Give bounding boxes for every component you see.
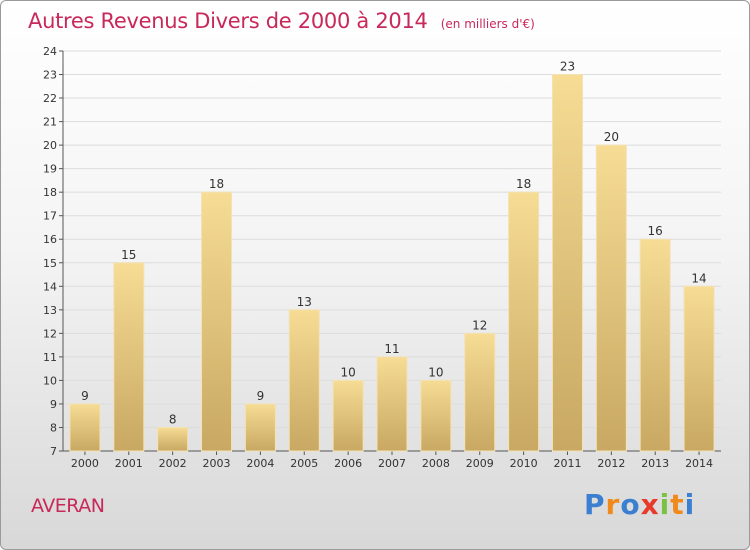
commune-name: AVERAN <box>31 495 105 517</box>
bar-value-label: 8 <box>169 412 177 426</box>
y-tick-label: 12 <box>43 327 57 340</box>
y-tick-label: 23 <box>43 69 57 82</box>
chart-unit: (en milliers d'€) <box>440 17 535 31</box>
bar-value-label: 12 <box>472 318 487 332</box>
bar-value-label: 14 <box>691 271 706 285</box>
y-tick-label: 14 <box>43 280 57 293</box>
logo-letter: P <box>584 488 606 521</box>
y-tick-label: 17 <box>43 210 57 223</box>
x-tick-label: 2007 <box>378 457 406 470</box>
bar-value-label: 23 <box>560 60 575 74</box>
chart-title: Autres Revenus Divers de 2000 à 2014 <box>28 9 428 33</box>
y-tick-label: 18 <box>43 186 57 199</box>
bar-value-label: 20 <box>604 130 619 144</box>
bar <box>113 262 145 452</box>
bars <box>69 74 715 452</box>
bar-value-label: 11 <box>384 342 399 356</box>
x-tick-label: 2012 <box>597 457 625 470</box>
bar-value-label: 18 <box>516 177 531 191</box>
bar <box>551 74 583 452</box>
bar-value-label: 13 <box>297 295 312 309</box>
bar <box>508 191 540 452</box>
chart-title-block: Autres Revenus Divers de 2000 à 2014 (en… <box>28 9 535 33</box>
bar <box>157 426 189 452</box>
bar-value-label: 9 <box>81 389 89 403</box>
bar-value-label: 10 <box>428 365 443 379</box>
y-tick-label: 13 <box>43 304 57 317</box>
bar-value-label: 15 <box>121 248 136 262</box>
y-tick-label: 16 <box>43 233 57 246</box>
bar-value-label: 9 <box>257 389 265 403</box>
y-tick-label: 8 <box>50 421 57 434</box>
x-tick-label: 2009 <box>466 457 494 470</box>
y-tick-label: 20 <box>43 139 57 152</box>
bar <box>69 403 101 452</box>
y-tick-label: 21 <box>43 116 57 129</box>
y-tick-label: 19 <box>43 163 57 176</box>
y-tick-label: 22 <box>43 92 57 105</box>
x-tick-label: 2008 <box>422 457 450 470</box>
y-tick-label: 11 <box>43 351 57 364</box>
labels: 7 8 9 10 11 12 13 14 15 16 17 18 19 20 21 22 23 24 9 2000 15… <box>43 45 713 470</box>
y-tick-label: 7 <box>50 445 57 458</box>
bar <box>332 379 364 452</box>
x-tick-label: 2004 <box>246 457 274 470</box>
y-tick-label: 9 <box>50 398 57 411</box>
logo-letter: t <box>670 488 685 521</box>
x-tick-label: 2011 <box>553 457 581 470</box>
y-tick-label: 24 <box>43 45 57 58</box>
x-tick-label: 2003 <box>203 457 231 470</box>
bar <box>201 191 233 452</box>
x-tick-label: 2005 <box>290 457 318 470</box>
bar <box>464 332 496 452</box>
x-tick-label: 2010 <box>510 457 538 470</box>
logo-letter: o <box>620 488 641 521</box>
logo-letter: i <box>659 488 671 521</box>
logo-letter: i <box>684 488 696 521</box>
bar-value-label: 10 <box>340 365 355 379</box>
y-tick-label: 15 <box>43 257 57 270</box>
x-tick-label: 2001 <box>115 457 143 470</box>
x-tick-label: 2006 <box>334 457 362 470</box>
bar <box>376 356 408 452</box>
x-tick-label: 2002 <box>159 457 187 470</box>
bar <box>683 285 715 452</box>
proxiti-logo: Proxiti <box>584 488 695 521</box>
bar-value-label: 18 <box>209 177 224 191</box>
logo-letter: r <box>605 488 621 521</box>
bar <box>288 309 320 452</box>
bar-value-label: 16 <box>648 224 663 238</box>
logo-letter: x <box>640 488 660 521</box>
x-tick-label: 2014 <box>685 457 713 470</box>
bar <box>244 403 276 452</box>
y-tick-label: 10 <box>43 374 57 387</box>
bar <box>595 144 627 452</box>
x-tick-label: 2013 <box>641 457 669 470</box>
x-tick-label: 2000 <box>71 457 99 470</box>
bar <box>639 238 671 452</box>
bar <box>420 379 452 452</box>
